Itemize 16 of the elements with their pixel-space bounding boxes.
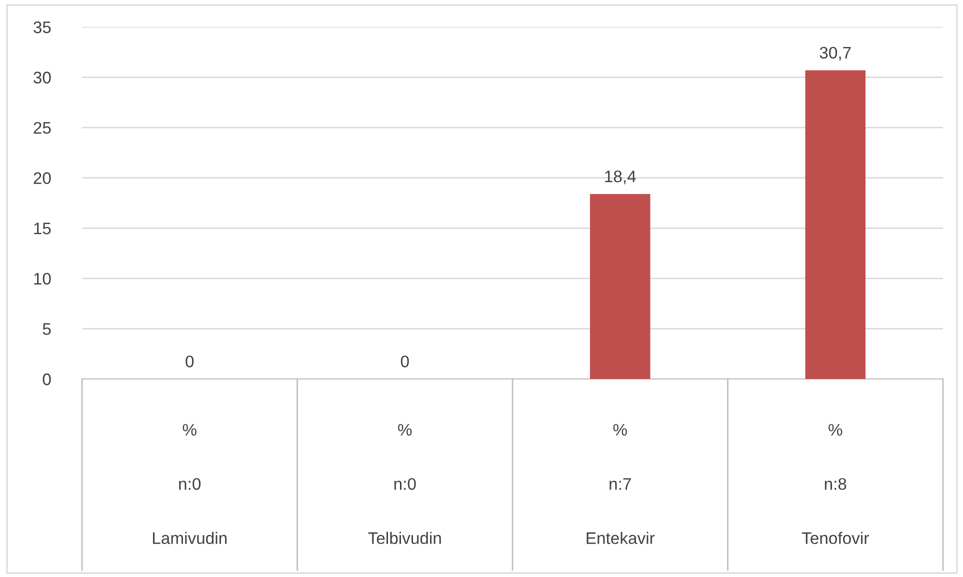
category-label: % n:0 Lamivudin	[153, 424, 227, 544]
y-tick-label: 5	[42, 323, 51, 335]
data-label: 30,7	[820, 46, 851, 61]
category-label: % n:8 Tenofovir	[802, 424, 869, 544]
data-label: 0	[400, 356, 409, 368]
y-tick-label: 0	[42, 373, 51, 386]
data-label: 18,4	[605, 170, 636, 184]
y-tick-label: 15	[34, 222, 51, 234]
data-label: 0	[186, 356, 194, 368]
category-label: % n:7 Entekavir	[586, 424, 655, 544]
y-tick-label: 20	[34, 172, 51, 184]
y-tick-label: 30	[34, 72, 51, 84]
y-tick-label: 10	[34, 272, 51, 285]
category-label: % n:0 Telbivudin	[368, 424, 441, 544]
y-tick-label: 25	[34, 122, 51, 134]
y-tick-label: 35	[34, 21, 51, 34]
